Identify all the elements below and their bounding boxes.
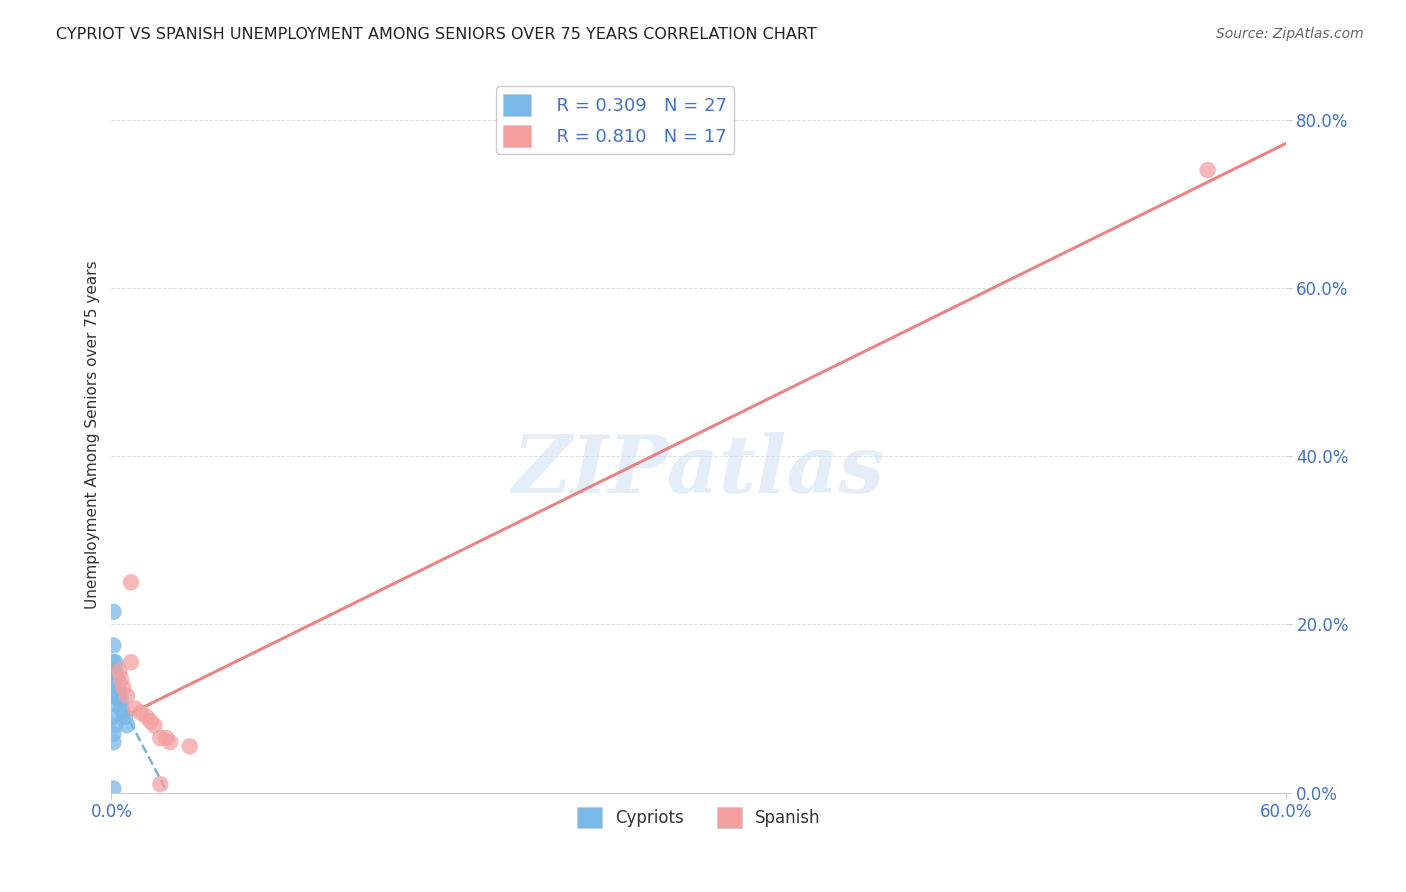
Point — [103, 727, 125, 741]
Point — [104, 655, 127, 669]
Text: Source: ZipAtlas.com: Source: ZipAtlas.com — [1216, 27, 1364, 41]
Point — [110, 693, 132, 707]
Point — [103, 781, 125, 796]
Point — [108, 693, 131, 707]
Point — [103, 710, 125, 724]
Point — [103, 689, 125, 703]
Point — [120, 575, 142, 590]
Text: CYPRIOT VS SPANISH UNEMPLOYMENT AMONG SENIORS OVER 75 YEARS CORRELATION CHART: CYPRIOT VS SPANISH UNEMPLOYMENT AMONG SE… — [56, 27, 817, 42]
Point — [139, 714, 162, 728]
Point — [155, 731, 177, 745]
Point — [115, 718, 138, 732]
Y-axis label: Unemployment Among Seniors over 75 years: Unemployment Among Seniors over 75 years — [86, 260, 100, 609]
Point — [120, 655, 142, 669]
Point — [104, 718, 127, 732]
Point — [108, 684, 131, 698]
Point — [103, 664, 125, 678]
Point — [1197, 163, 1219, 178]
Point — [103, 639, 125, 653]
Point — [103, 681, 125, 695]
Point — [104, 684, 127, 698]
Point — [129, 706, 152, 720]
Point — [105, 672, 128, 686]
Point — [149, 731, 172, 745]
Point — [143, 718, 166, 732]
Point — [112, 681, 135, 695]
Point — [103, 735, 125, 749]
Text: ZIPatlas: ZIPatlas — [513, 432, 884, 509]
Point — [124, 701, 146, 715]
Point — [112, 706, 135, 720]
Point — [104, 664, 127, 678]
Point — [110, 701, 132, 715]
Point — [135, 710, 157, 724]
Point — [159, 735, 181, 749]
Point — [103, 672, 125, 686]
Point — [108, 664, 131, 678]
Point — [179, 739, 201, 754]
Point — [115, 689, 138, 703]
Point — [114, 710, 136, 724]
Point — [149, 777, 172, 791]
Point — [103, 655, 125, 669]
Legend: Cypriots, Spanish: Cypriots, Spanish — [569, 801, 828, 834]
Point — [103, 605, 125, 619]
Point — [105, 689, 128, 703]
Point — [104, 676, 127, 690]
Point — [110, 672, 132, 686]
Point — [104, 698, 127, 712]
Point — [105, 681, 128, 695]
